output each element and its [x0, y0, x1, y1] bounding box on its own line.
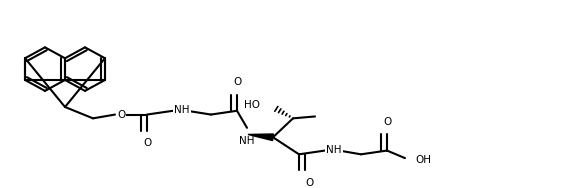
Text: O: O [143, 138, 151, 148]
Text: O: O [383, 117, 391, 127]
Text: HO: HO [244, 100, 260, 110]
Text: OH: OH [415, 155, 431, 165]
Text: O: O [117, 110, 125, 120]
Polygon shape [248, 134, 273, 141]
Text: NH: NH [174, 105, 189, 115]
Text: NH: NH [239, 136, 255, 146]
Text: O: O [233, 77, 241, 87]
Text: O: O [305, 178, 313, 188]
Text: NH: NH [326, 145, 342, 155]
